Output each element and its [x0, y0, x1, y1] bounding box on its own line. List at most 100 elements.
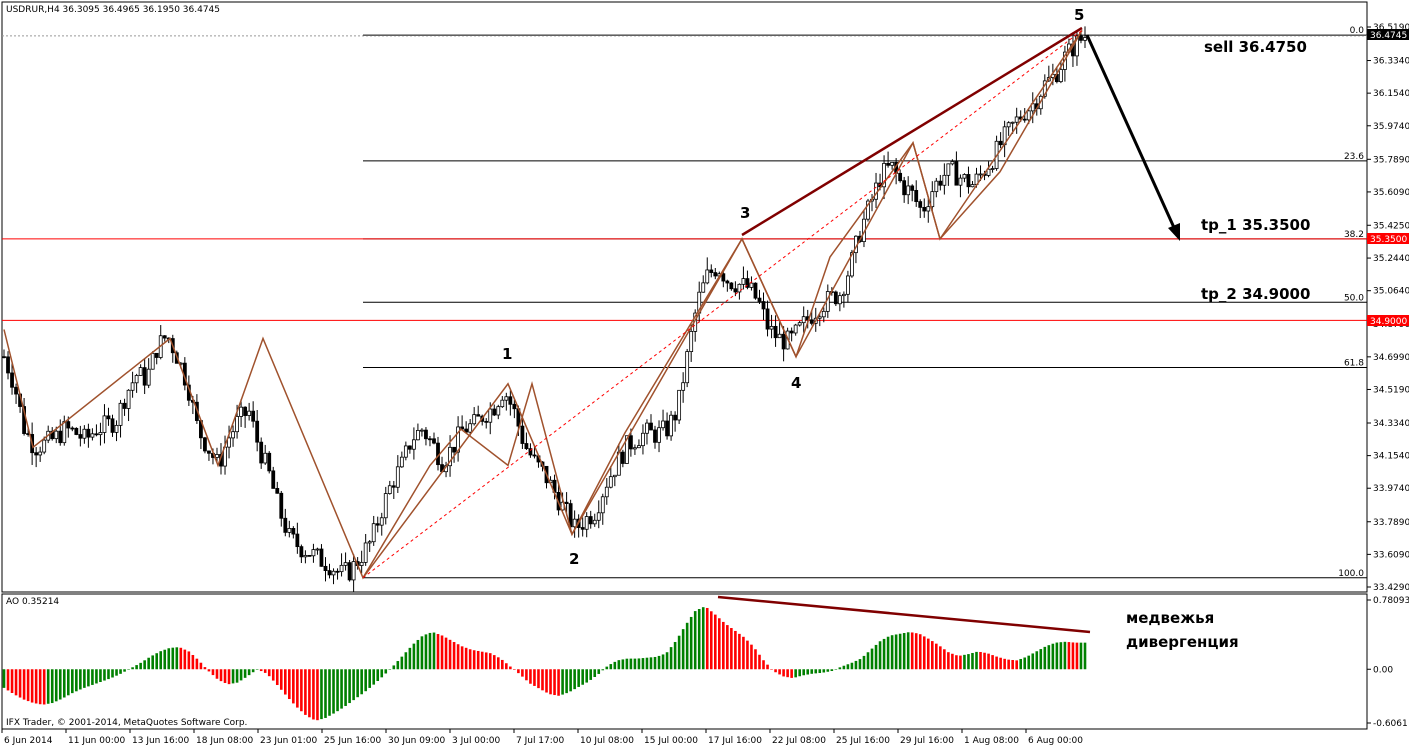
- ao-bar: [597, 669, 601, 674]
- ao-bar: [408, 647, 412, 670]
- candle-body: [299, 546, 304, 558]
- ao-bar: [147, 657, 150, 670]
- candle-body: [488, 408, 493, 423]
- candle-body: [420, 429, 424, 432]
- ao-bar: [183, 649, 187, 670]
- ao-bar: [167, 648, 171, 670]
- ao-bar: [159, 651, 163, 670]
- ao-bar: [782, 669, 785, 677]
- candle-body: [367, 541, 372, 544]
- ao-bar: [14, 669, 18, 696]
- candle-body: [1079, 35, 1083, 41]
- ao-bar: [890, 635, 894, 670]
- ao-bar: [171, 647, 175, 670]
- wave-label-3: 3: [740, 204, 750, 222]
- candle-body: [588, 516, 593, 525]
- candle-body: [484, 420, 489, 423]
- ao-bar: [505, 663, 508, 670]
- ao-bar: [199, 662, 203, 670]
- ao-bar: [1055, 642, 1059, 670]
- ao-bar: [175, 647, 179, 670]
- candle-body: [709, 269, 714, 273]
- ao-bar: [255, 669, 259, 670]
- candle-body: [255, 420, 260, 443]
- candle-body: [448, 446, 452, 467]
- ao-bar: [263, 669, 267, 673]
- ao-bar: [685, 622, 689, 670]
- ao-bar: [1071, 642, 1075, 670]
- ao-bar: [127, 669, 130, 670]
- ao-bar: [46, 669, 50, 704]
- price-tick-label: 35.2440: [1373, 254, 1409, 264]
- candle-body: [914, 190, 919, 202]
- candle-body: [315, 548, 320, 551]
- time-tick-label: 23 Jun 01:00: [260, 736, 317, 746]
- candle-body: [946, 163, 951, 176]
- ao-bar: [243, 669, 247, 678]
- candle-body: [432, 438, 436, 444]
- candle-body: [243, 406, 248, 416]
- ao-bar: [416, 639, 420, 670]
- candle-body: [383, 493, 388, 519]
- candle-body: [86, 428, 91, 438]
- ao-bar: [444, 637, 448, 670]
- candle-body: [773, 325, 778, 339]
- candle-body: [628, 435, 633, 450]
- ao-bar: [742, 636, 745, 670]
- zigzag-indicator: [3, 29, 1083, 580]
- candle-body: [403, 445, 408, 458]
- candle-body: [247, 410, 252, 416]
- ao-bar: [219, 669, 223, 682]
- ao-bar: [786, 669, 789, 678]
- candle-body: [2, 356, 6, 359]
- ao-bar: [641, 658, 645, 670]
- time-tick-label: 30 Jun 09:00: [388, 736, 445, 746]
- ao-bar: [1027, 655, 1031, 670]
- ao-bar: [1059, 642, 1063, 670]
- ao-bar: [822, 669, 826, 673]
- candle-body: [1014, 116, 1019, 123]
- ao-bar: [223, 669, 227, 683]
- copyright-text: IFX Trader, © 2001-2014, MetaQuotes Soft…: [6, 718, 247, 728]
- ao-bar: [991, 655, 994, 670]
- ao-bar: [267, 669, 271, 677]
- candle-body: [34, 452, 39, 456]
- ao-bar: [902, 633, 906, 670]
- ao-bar: [963, 654, 966, 670]
- ao-bar: [926, 638, 930, 670]
- ao-bar: [754, 649, 757, 670]
- candle-body: [898, 172, 903, 182]
- candle-body: [793, 324, 798, 334]
- ao-bar: [472, 650, 476, 670]
- candle-body: [741, 278, 746, 285]
- price-tick-label: 35.6090: [1373, 188, 1409, 198]
- ao-bar: [770, 669, 773, 670]
- candle-body: [508, 396, 513, 405]
- candle-body: [918, 201, 923, 208]
- ao-bar: [332, 669, 335, 714]
- candle-body: [866, 200, 870, 220]
- candle-body: [757, 297, 762, 302]
- ao-bar: [657, 655, 661, 670]
- candle-body: [275, 488, 280, 494]
- ao-bar: [155, 653, 159, 670]
- candle-body: [689, 331, 694, 353]
- candle-body: [850, 252, 854, 277]
- candle-body: [998, 140, 1003, 146]
- ao-bar: [1079, 642, 1083, 670]
- candle-body: [102, 415, 107, 433]
- ao-bar: [271, 669, 275, 681]
- candle-body: [1075, 35, 1079, 57]
- ao-bar: [814, 669, 818, 674]
- candle-body: [580, 527, 585, 530]
- ao-bar: [971, 652, 974, 670]
- candle-body: [118, 402, 123, 426]
- candle-body: [737, 283, 742, 293]
- svg-text:36.4745: 36.4745: [1370, 31, 1407, 41]
- candle-body: [725, 280, 730, 284]
- ao-bar: [509, 666, 512, 670]
- candle-body: [604, 486, 609, 498]
- candle-body: [970, 184, 975, 188]
- ao-bar: [810, 669, 814, 674]
